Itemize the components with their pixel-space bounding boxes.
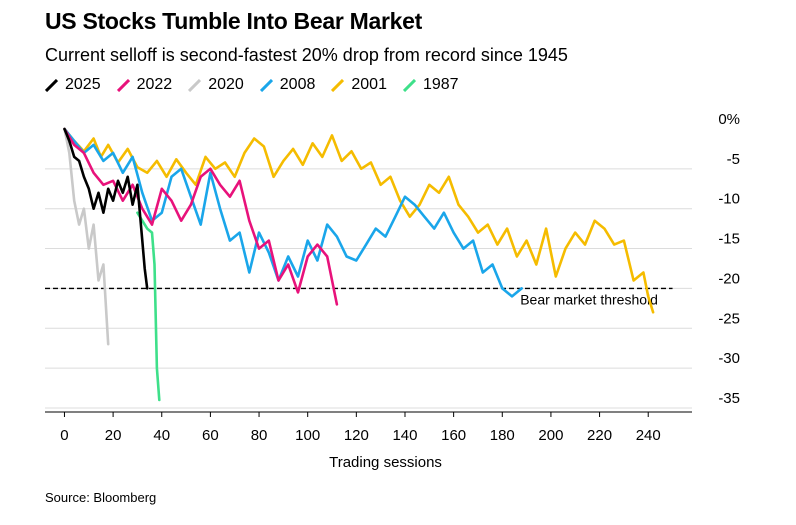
x-tick-label: 140 <box>392 427 417 444</box>
y-tick-label: 0% <box>718 111 740 128</box>
series-lines <box>63 127 655 402</box>
legend-label-2001: 2001 <box>351 76 387 93</box>
series-line-2008 <box>63 127 523 298</box>
legend-swatch-2022 <box>116 78 130 92</box>
x-tick-label: 40 <box>153 427 170 444</box>
legend-item-2025: 2025 <box>45 76 101 94</box>
legend-swatch-2025 <box>45 78 58 92</box>
x-tick-label: 200 <box>538 427 563 444</box>
series-line-2022 <box>63 127 339 306</box>
y-tick-label: -25 <box>718 310 740 327</box>
source-note: Source: Bloomberg <box>45 490 157 505</box>
legend-swatch-2001 <box>331 78 345 92</box>
legend-label-1987: 1987 <box>422 76 459 93</box>
y-tick-label: -10 <box>718 191 740 208</box>
threshold-group: Bear market threshold <box>45 287 673 307</box>
x-tick-label: 20 <box>105 427 122 444</box>
x-tick-label: 180 <box>490 427 515 444</box>
x-tick-label: 240 <box>636 427 661 444</box>
legend-label-2022: 2022 <box>136 76 173 93</box>
series-line-1987 <box>136 211 161 402</box>
series-line-2025 <box>63 127 149 290</box>
chart-subtitle: Current selloff is second-fastest 20% dr… <box>45 45 568 65</box>
legend-item-1987: 1987 <box>402 76 459 94</box>
legend-label-2008: 2008 <box>279 76 316 93</box>
legend-label-2025: 2025 <box>65 76 101 93</box>
x-tick-label: 60 <box>202 427 219 444</box>
x-tick-label: 100 <box>295 427 320 444</box>
y-axis-ticks: 0% -5 -10 -15 -20 -25 -30 -35 <box>718 111 740 407</box>
y-tick-label: -30 <box>718 350 740 367</box>
chart-title: US Stocks Tumble Into Bear Market <box>45 8 422 34</box>
legend-label-2020: 2020 <box>208 76 244 93</box>
x-tick-label: 80 <box>251 427 268 444</box>
y-tick-label: -5 <box>727 151 740 168</box>
x-tick-label: 120 <box>344 427 369 444</box>
series-line-2001 <box>63 127 655 314</box>
x-tick-label: 160 <box>441 427 466 444</box>
y-tick-label: -35 <box>718 390 740 407</box>
legend-item-2001: 2001 <box>331 76 387 94</box>
legend-swatch-2008 <box>259 78 273 92</box>
y-tick-label: -20 <box>718 270 740 287</box>
x-axis-ticks: 0 20 40 60 80 100 120 140 160 180 200 220 240 <box>60 412 661 444</box>
legend-item-2008: 2008 <box>259 76 316 94</box>
legend-swatch-2020 <box>188 78 202 92</box>
legend-item-2022: 2022 <box>116 76 173 94</box>
legend-item-2020: 2020 <box>188 76 244 94</box>
x-tick-label: 220 <box>587 427 612 444</box>
bear-market-threshold-label: Bear market threshold <box>520 291 658 307</box>
x-tick-label: 0 <box>60 427 68 444</box>
legend: 2025 2022 2020 2008 2001 1987 <box>45 76 475 94</box>
series-line-2020 <box>63 127 110 346</box>
x-axis-label: Trading sessions <box>329 454 442 471</box>
legend-swatch-1987 <box>402 78 416 92</box>
y-tick-label: -15 <box>718 231 740 248</box>
